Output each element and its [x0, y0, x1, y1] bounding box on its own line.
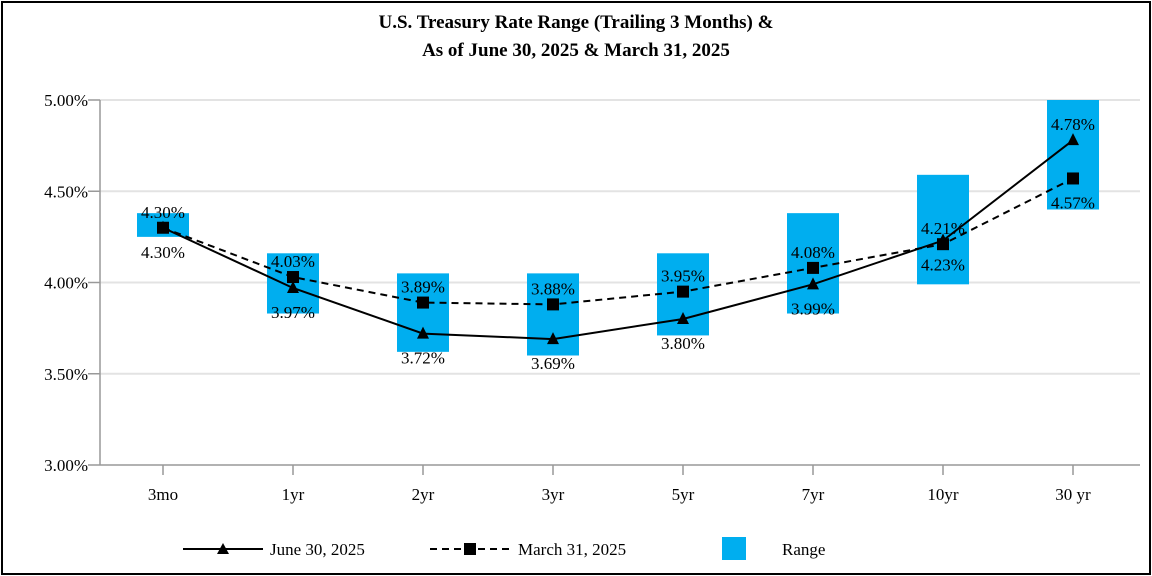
x-tick-label: 2yr — [412, 485, 435, 504]
legend-range-label: Range — [782, 540, 825, 559]
y-tick-label: 3.00% — [44, 456, 88, 475]
square-marker — [287, 271, 299, 284]
chart-title-line2: As of June 30, 2025 & March 31, 2025 — [422, 40, 730, 61]
data-label: 3.89% — [401, 278, 445, 297]
data-label: 4.30% — [141, 243, 185, 262]
data-label: 3.97% — [271, 303, 315, 322]
data-label: 3.95% — [661, 267, 705, 286]
data-label: 4.78% — [1051, 115, 1095, 134]
data-label: 4.23% — [921, 256, 965, 275]
square-marker — [157, 221, 169, 234]
legend-range-swatch — [722, 537, 746, 560]
triangle-marker — [287, 280, 299, 293]
triangle-marker — [677, 312, 689, 324]
y-tick-label: 3.50% — [44, 365, 88, 384]
x-tick-label: 3yr — [542, 485, 565, 504]
x-tick-label: 1yr — [282, 485, 305, 504]
legend-triangle-icon — [217, 543, 229, 554]
range-bar — [917, 174, 969, 285]
triangle-marker — [807, 277, 819, 290]
data-label: 4.03% — [271, 252, 315, 271]
chart-title-line1: U.S. Treasury Rate Range (Trailing 3 Mon… — [379, 12, 774, 33]
data-label: 4.57% — [1051, 193, 1095, 212]
y-tick-label: 4.50% — [44, 182, 88, 201]
y-tick-label: 4.00% — [44, 274, 88, 293]
square-marker — [547, 298, 559, 311]
square-marker — [807, 261, 819, 274]
data-label: 3.88% — [531, 279, 575, 298]
x-tick-label: 7yr — [802, 485, 825, 504]
data-label: 3.99% — [791, 299, 835, 318]
legend-square-icon — [464, 543, 476, 555]
triangle-marker — [1067, 133, 1079, 146]
data-label: 3.69% — [531, 354, 575, 373]
legend-march-label: March 31, 2025 — [518, 540, 626, 559]
data-label: 4.21% — [921, 219, 965, 238]
triangle-marker — [417, 326, 429, 339]
data-label: 3.72% — [401, 349, 445, 368]
square-marker — [1067, 172, 1079, 185]
legend-june-label: June 30, 2025 — [270, 540, 365, 559]
series-line-1 — [162, 177, 1074, 306]
x-tick-label: 5yr — [672, 485, 695, 504]
x-tick-label: 3mo — [148, 485, 178, 504]
triangle-marker — [547, 332, 559, 345]
legend: June 30, 2025 March 31, 2025 Range — [183, 537, 825, 560]
x-tick-label: 10yr — [927, 485, 959, 504]
square-marker — [937, 238, 949, 251]
square-marker — [417, 296, 429, 309]
y-tick-label: 5.00% — [44, 91, 88, 110]
data-label: 4.30% — [141, 203, 185, 222]
square-marker — [677, 285, 689, 298]
range-bar — [397, 273, 449, 352]
data-label: 3.80% — [661, 334, 705, 353]
x-tick-label: 30 yr — [1055, 485, 1091, 504]
data-label: 4.08% — [791, 243, 835, 262]
